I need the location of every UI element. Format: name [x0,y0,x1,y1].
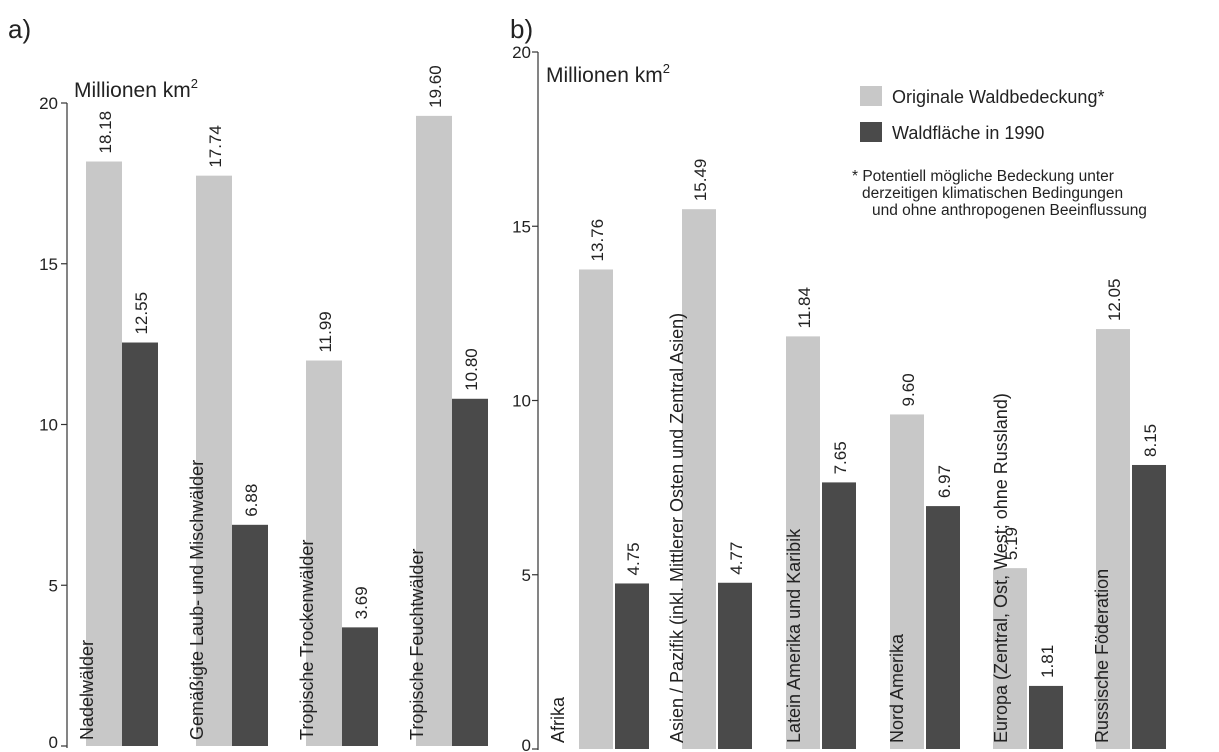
bar-value-label: 10.80 [462,348,481,391]
bar-original [786,336,820,749]
bar-original [890,414,924,749]
bar-value-label: 13.76 [588,219,607,262]
bar-value-label: 12.05 [1105,279,1124,322]
bar-1990 [452,398,488,746]
bar-1990 [822,482,856,749]
bar-1990 [122,342,158,746]
category-label: Nadelwälder [77,640,97,740]
legend-swatch [860,122,882,142]
bar-original [196,175,232,746]
category-label: Asien / Pazifik (inkl. Mittlerer Osten u… [667,313,687,743]
bar-original [682,209,716,750]
bar-1990 [1132,464,1166,749]
category-label: Latein Amerika und Karibik [784,528,804,743]
category-label: Europa (Zentral, Ost, West; ohne Russlan… [991,393,1011,743]
y-axis-unit-label: Millionen km2 [74,76,198,102]
y-tick-label: 5 [522,566,531,585]
bar-value-label: 19.60 [426,65,445,108]
bar-original [306,360,342,746]
bar-1990 [232,524,268,746]
bar-original [86,161,122,746]
bar-value-label: 9.60 [899,373,918,406]
legend-label: Waldfläche in 1990 [892,123,1044,143]
category-label: Gemäßigte Laub- und Mischwälder [187,460,207,740]
y-tick-label: 20 [512,43,531,62]
bar-value-label: 5.19 [1002,527,1021,560]
legend-footnote: und ohne anthropogenen Beeinflussung [872,202,1147,219]
legend-footnote: derzeitigen klimatischen Bedingungen [862,185,1123,202]
unit-superscript: 2 [663,61,670,76]
bar-original [1096,329,1130,749]
y-tick-label: 15 [39,255,58,274]
y-tick-label: 0 [49,733,58,752]
y-tick-label: 10 [39,416,58,435]
chart-panel-a: a)Millionen km20510152018.1812.55Nadelwä… [8,14,488,752]
legend: Originale Waldbedeckung* Waldfläche in 19… [852,86,1147,219]
bar-1990 [1029,685,1063,749]
y-tick-label: 5 [49,576,58,595]
unit-text: Millionen km [74,79,191,102]
category-label: Tropische Feuchtwälder [407,549,427,740]
bar-value-label: 6.88 [242,484,261,517]
bar-value-label: 11.99 [316,311,335,352]
bar-value-label: 7.65 [831,441,850,474]
bar-1990 [342,627,378,746]
bar-1990 [718,582,752,749]
legend-label: Originale Waldbedeckung* [892,87,1104,107]
y-axis-unit-label: Millionen km2 [546,61,670,87]
category-label: Russische Föderation [1092,569,1112,743]
panel-label: b) [510,14,533,44]
chart-panel-b: b)Millionen km20510152013.764.75Afrika15… [510,14,1166,752]
legend-footnote: * Potentiell mögliche Bedeckung unter [852,168,1114,185]
bar-value-label: 15.49 [691,159,710,202]
bar-original [579,269,613,749]
category-label: Afrika [548,696,568,743]
bar-value-label: 18.18 [96,111,115,154]
bar-value-label: 12.55 [132,292,151,335]
bar-value-label: 8.15 [1141,424,1160,457]
y-tick-label: 10 [512,392,531,411]
bar-1990 [615,583,649,749]
unit-superscript: 2 [191,76,198,91]
panel-label: a) [8,14,31,44]
bar-original [416,115,452,747]
legend-swatch [860,86,882,106]
bar-1990 [926,506,960,749]
bar-value-label: 4.75 [624,542,643,575]
bar-value-label: 3.69 [352,586,371,619]
bar-value-label: 6.97 [935,465,954,498]
y-tick-label: 15 [512,217,531,236]
bar-value-label: 4.77 [727,542,746,575]
y-tick-label: 20 [39,94,58,113]
bar-value-label: 17.74 [206,125,225,168]
bar-value-label: 1.81 [1038,645,1057,678]
unit-text: Millionen km [546,64,663,87]
y-tick-label: 0 [522,736,531,752]
category-label: Nord Amerika [887,633,907,743]
category-label: Tropische Trockenwälder [297,540,317,740]
bar-value-label: 11.84 [795,287,814,328]
bar-original [993,568,1027,749]
